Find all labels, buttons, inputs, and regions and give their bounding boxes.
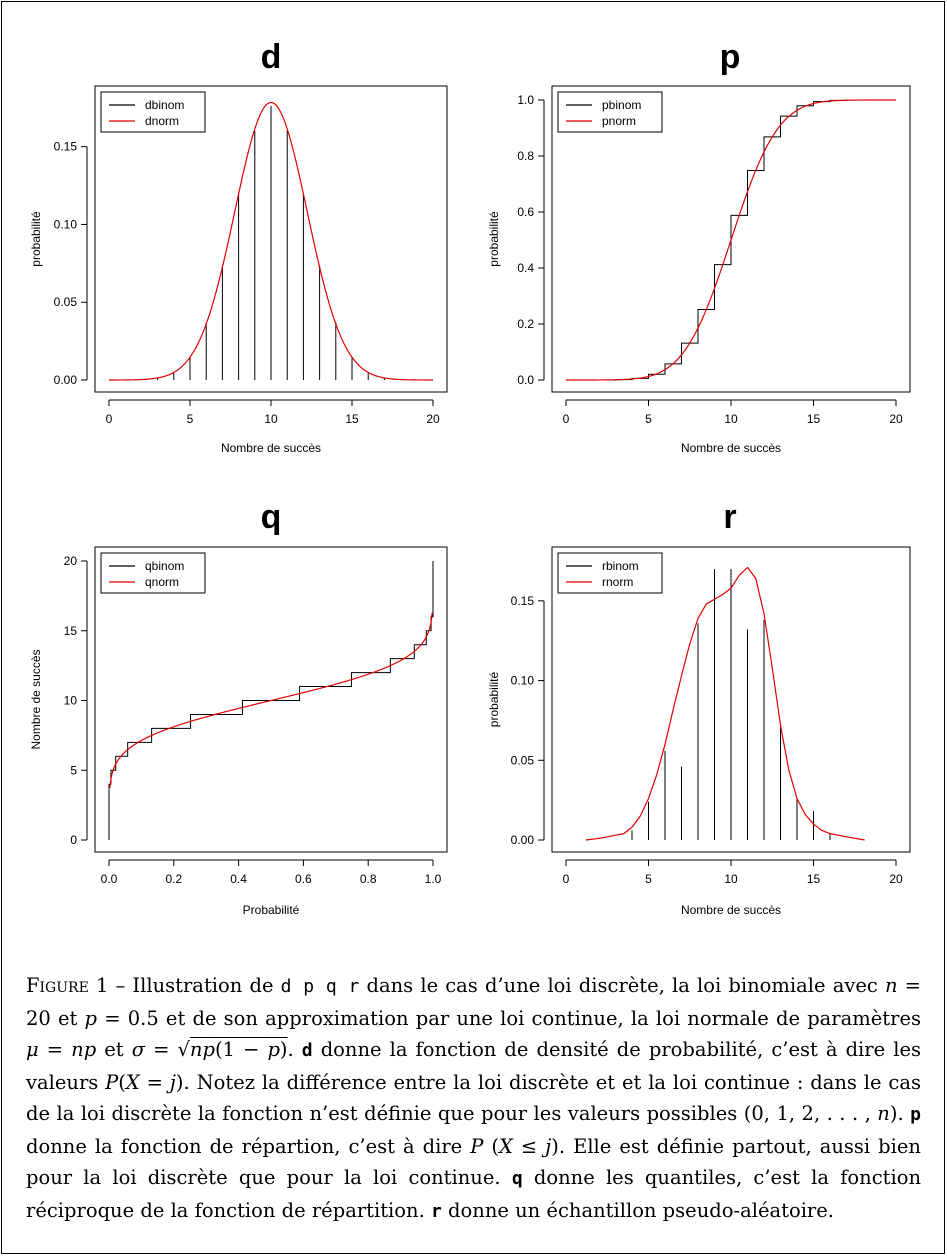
x-tick-label: 10 [264, 412, 278, 426]
series-rnorm [585, 566, 865, 841]
x-tick-label: 10 [724, 412, 738, 426]
x-tick-label: 5 [187, 412, 194, 426]
x-tick-label: 15 [345, 412, 359, 426]
x-tick-label: 20 [889, 872, 903, 886]
x-axis-label: Probabilité [243, 903, 300, 917]
x-tick-label: 5 [645, 412, 652, 426]
x-tick-label: 15 [807, 412, 821, 426]
x-tick-label: 15 [807, 872, 821, 886]
series-dnorm [108, 101, 434, 381]
y-tick-label: 0.05 [54, 295, 78, 309]
x-tick-label: 0 [106, 412, 113, 426]
x-tick-label: 0.4 [230, 872, 247, 886]
plot-box [551, 85, 911, 393]
legend: rbinom rnorm [557, 552, 663, 594]
y-tick-label: 0.10 [511, 674, 535, 688]
plot-box [94, 85, 448, 393]
x-tick-label: 0.0 [101, 872, 118, 886]
plot-box [94, 546, 448, 853]
x-tick-label: 0 [563, 412, 570, 426]
legend: qbinom qnorm [100, 552, 206, 594]
y-axis-label: probabilité [29, 211, 43, 267]
y-axis-label: probabilité [487, 211, 501, 267]
legend-box [557, 552, 663, 594]
y-tick-label: 0.10 [54, 217, 78, 231]
plot-area [585, 566, 865, 841]
y-axis-label: probabilité [487, 671, 501, 727]
legend-label-dbinom: dbinom [145, 98, 184, 112]
chart-d: d 0 5 10 15 20 0.00 0.05 0.10 0.15 Nombre de succè… [29, 38, 448, 455]
legend-label-pnorm: pnorm [602, 114, 636, 128]
plot-area [108, 101, 434, 381]
x-tick-label: 20 [889, 412, 903, 426]
y-tick-label: 0.15 [511, 594, 535, 608]
legend-label-rbinom: rbinom [602, 559, 639, 573]
y-tick-label: 0 [70, 833, 77, 847]
y-axis-label: Nombre de succès [29, 649, 43, 749]
x-axis-label: Nombre de succès [221, 441, 321, 455]
x-tick-label: 10 [724, 872, 738, 886]
y-tick-label: 5 [70, 763, 77, 777]
y-tick-label: 10 [64, 694, 78, 708]
legend-label-dnorm: dnorm [145, 114, 179, 128]
legend-label-pbinom: pbinom [602, 98, 641, 112]
y-tick-label: 0.0 [517, 373, 534, 387]
y-tick-label: 0.4 [517, 261, 534, 275]
legend-box [557, 91, 663, 133]
y-tick-label: 15 [64, 624, 78, 638]
y-tick-label: 0.8 [517, 149, 534, 163]
chart-r: r 0 5 10 15 20 0.00 0.05 0.10 0.15 Nombre de succè… [487, 498, 911, 917]
x-tick-label: 0.6 [295, 872, 312, 886]
chart-title: d [261, 38, 282, 76]
legend: pbinom pnorm [557, 91, 663, 133]
plot-box [551, 546, 911, 853]
chart-p: p 0 5 10 15 20 0.0 0.2 0.4 0.6 0.8 1.0 Nombre de suc… [487, 38, 911, 455]
legend-box [100, 552, 206, 594]
x-axis-label: Nombre de succès [681, 903, 781, 917]
legend: dbinom dnorm [100, 91, 206, 133]
legend-label-qnorm: qnorm [145, 575, 179, 589]
y-tick-label: 1.0 [517, 93, 534, 107]
y-tick-label: 0.05 [511, 753, 535, 767]
y-tick-label: 0.00 [511, 833, 535, 847]
x-tick-label: 20 [426, 412, 440, 426]
chart-title: p [720, 38, 741, 76]
chart-title: q [261, 498, 282, 536]
series-qnorm [109, 612, 433, 789]
x-axis-label: Nombre de succès [681, 441, 781, 455]
x-tick-label: 5 [645, 872, 652, 886]
x-tick-label: 1.0 [425, 872, 442, 886]
y-tick-label: 20 [64, 554, 78, 568]
y-tick-label: 0.2 [517, 317, 534, 331]
x-tick-label: 0.8 [360, 872, 377, 886]
y-tick-label: 0.6 [517, 205, 534, 219]
y-tick-label: 0.15 [54, 140, 78, 154]
series-qbinom [108, 561, 434, 840]
x-tick-label: 0.2 [165, 872, 182, 886]
y-tick-label: 0.00 [54, 373, 78, 387]
plot-area [108, 561, 434, 840]
plot-area [566, 99, 896, 381]
figure-caption: Figure 1 – Illustration de d p q r dans … [26, 974, 922, 1222]
series-pnorm [566, 99, 896, 381]
x-tick-label: 0 [563, 872, 570, 886]
chart-title: r [723, 498, 736, 536]
legend-box [100, 91, 206, 133]
chart-q: q 0.0 0.2 0.4 0.6 0.8 1.0 0 5 10 15 20 Probabilité No… [29, 498, 448, 917]
legend-label-rnorm: rnorm [602, 575, 633, 589]
legend-label-qbinom: qbinom [145, 559, 184, 573]
